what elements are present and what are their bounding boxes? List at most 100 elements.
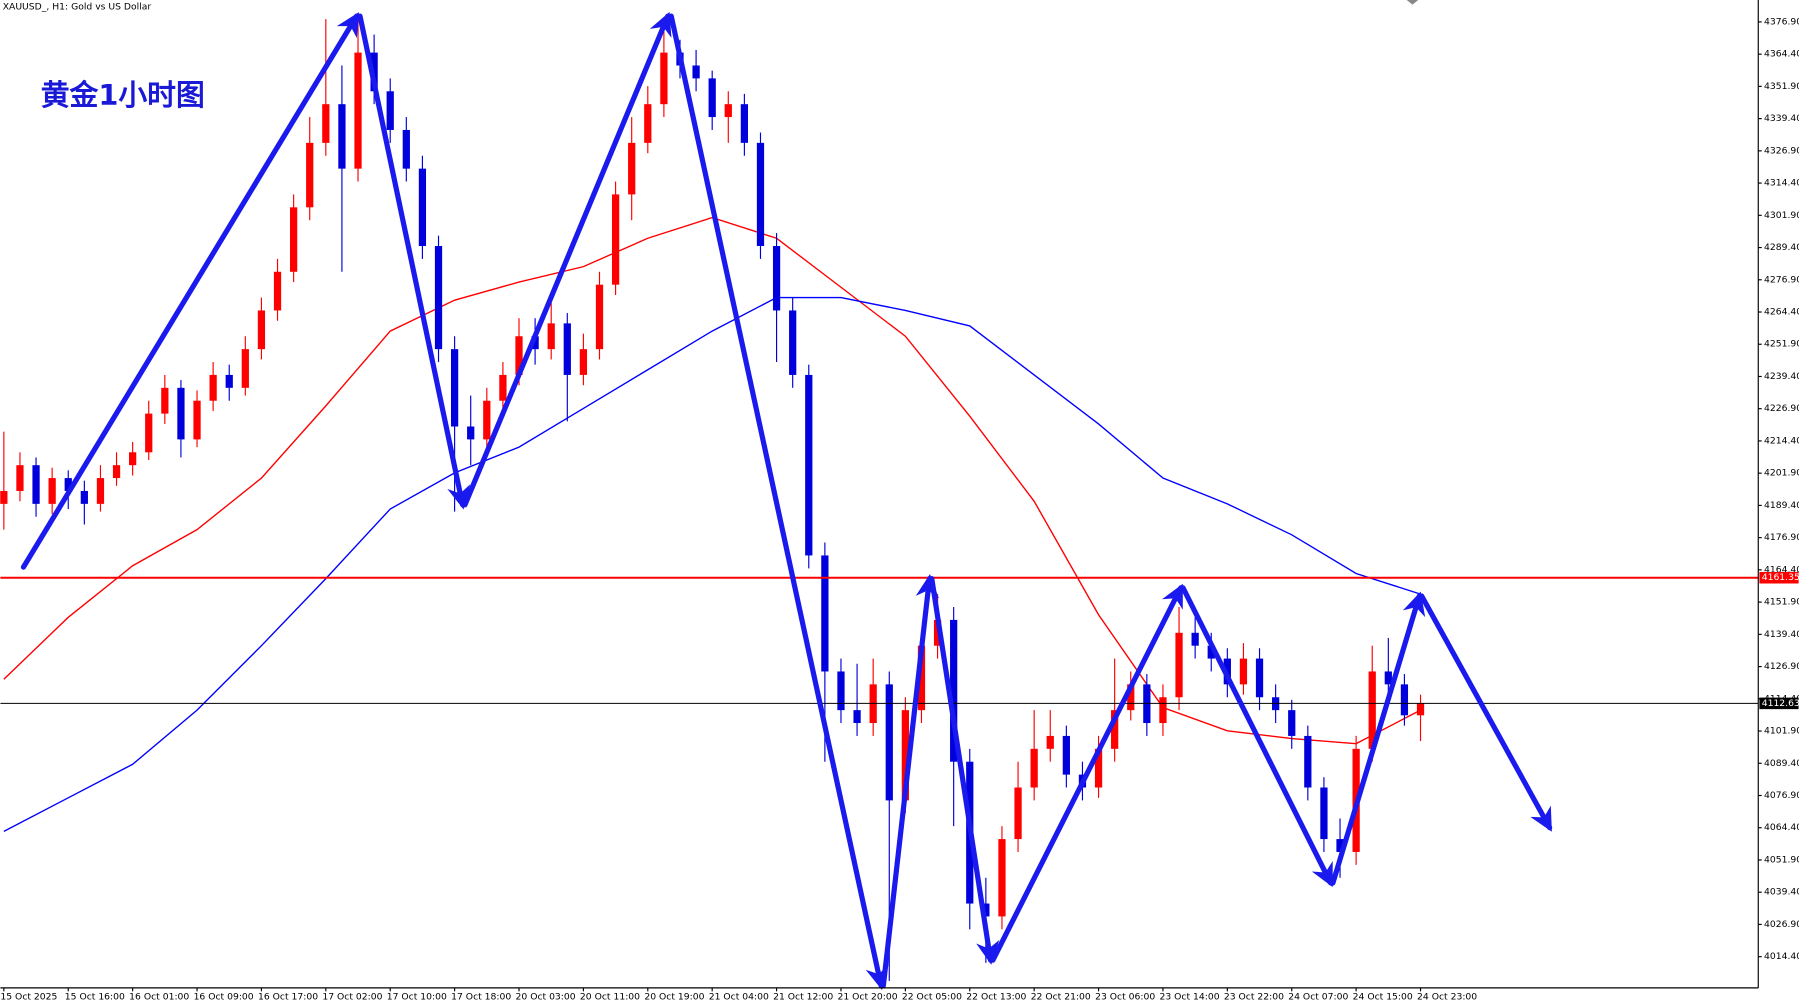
candle-body — [1207, 645, 1215, 659]
candle-body — [177, 387, 185, 440]
annotation: 黄金1小时图 — [41, 78, 205, 112]
x-tick-label: 23 Oct 06:00 — [1095, 992, 1155, 1003]
y-tick-label: 4089.40 — [1764, 758, 1799, 769]
candle-body — [1046, 735, 1054, 749]
candle-body — [1384, 671, 1392, 685]
candle-body — [1304, 735, 1312, 788]
candle-body — [1175, 632, 1183, 698]
y-tick-label: 4376.90 — [1764, 16, 1799, 27]
y-tick-label: 4064.40 — [1764, 822, 1799, 833]
candle-body — [96, 478, 105, 504]
x-tick-label: 17 Oct 10:00 — [387, 992, 447, 1003]
candle-body — [1288, 710, 1296, 736]
candle-body — [450, 349, 459, 427]
arrow — [357, 13, 471, 510]
candle-body — [418, 168, 427, 246]
candle-body — [225, 374, 233, 388]
candle-body — [772, 245, 781, 311]
x-tick-label: 20 Oct 19:00 — [644, 992, 704, 1003]
candle-body — [112, 465, 121, 479]
candle-body — [563, 323, 571, 375]
arrow — [668, 13, 889, 991]
candle-body — [515, 336, 523, 375]
y-tick-label: 4264.40 — [1764, 307, 1799, 318]
candle-body — [998, 839, 1006, 917]
candle-body — [1159, 697, 1167, 724]
candle-body — [837, 671, 845, 711]
y-tick-label: 4226.90 — [1764, 403, 1799, 414]
price-label-box — [1759, 697, 1799, 710]
y-tick-label: 4014.40 — [1764, 951, 1799, 962]
x-tick-label: 17 Oct 02:00 — [322, 992, 382, 1003]
candle-body — [1255, 658, 1264, 698]
y-tick-label: 4301.90 — [1764, 210, 1799, 221]
candle-body — [611, 194, 620, 285]
candle-body — [1094, 748, 1103, 788]
candle-body — [805, 374, 813, 556]
candle-body — [0, 490, 8, 504]
candle-body — [595, 284, 604, 350]
candle-body — [499, 374, 507, 401]
candle-body — [48, 478, 56, 504]
y-tick-label: 4176.90 — [1764, 532, 1799, 543]
x-tick-label: 22 Oct 13:00 — [966, 992, 1026, 1003]
candle-body — [354, 52, 362, 169]
candle-body — [531, 336, 539, 350]
candle-body — [1062, 735, 1070, 775]
x-tick-label: 20 Oct 11:00 — [580, 992, 640, 1003]
x-tick-label: 22 Oct 05:00 — [902, 992, 962, 1003]
y-tick-label: 4289.40 — [1764, 242, 1799, 253]
x-tick-label: 16 Oct 17:00 — [258, 992, 318, 1003]
arrow — [1180, 585, 1334, 888]
candle-body — [273, 271, 282, 311]
candle-body — [80, 490, 88, 504]
candle-body — [789, 310, 797, 375]
y-tick-label: 4251.90 — [1764, 339, 1799, 350]
y-tick-label: 4339.40 — [1764, 113, 1799, 124]
y-tick-label: 4126.90 — [1764, 661, 1799, 672]
candle-body — [1320, 787, 1328, 840]
candle-body — [209, 374, 217, 401]
trend-arrows — [20, 11, 1553, 991]
candle-body — [241, 349, 249, 388]
candle-body — [660, 52, 668, 105]
candle-body — [16, 465, 24, 491]
candle-body — [1400, 684, 1409, 716]
x-tick-label: 15 Oct 2025 — [0, 992, 57, 1003]
price-label: 4161.35 — [1762, 572, 1799, 583]
candle-body — [434, 245, 443, 350]
candle-body — [901, 710, 909, 801]
y-tick-label: 4314.40 — [1764, 178, 1799, 189]
y-tick-label: 4051.90 — [1764, 854, 1799, 865]
y-tick-label: 4326.90 — [1764, 145, 1799, 156]
candle-body — [885, 684, 893, 801]
y-tick-label: 4101.90 — [1764, 726, 1799, 737]
x-tick-label: 16 Oct 09:00 — [194, 992, 254, 1003]
candle-body — [306, 142, 314, 208]
candle-body — [402, 129, 410, 169]
y-tick-label: 4139.40 — [1764, 629, 1799, 640]
candle-body — [1336, 839, 1344, 852]
candle-body — [257, 310, 266, 350]
x-tick-label: 24 Oct 07:00 — [1288, 992, 1348, 1003]
candle-body — [547, 323, 555, 350]
candle-body — [322, 104, 330, 143]
arrow — [880, 574, 939, 989]
y-tick-label: 4076.90 — [1764, 790, 1799, 801]
candle-body — [853, 710, 861, 724]
moving-average — [3, 296, 1421, 832]
x-tick-label: 24 Oct 15:00 — [1353, 992, 1413, 1003]
candle-body — [1014, 787, 1022, 840]
arrow — [929, 576, 1000, 965]
candle-body — [129, 452, 137, 466]
candle-body — [982, 903, 990, 917]
y-tick-label: 4201.90 — [1764, 468, 1799, 479]
candle-body — [1416, 703, 1425, 716]
candle-body — [1368, 671, 1376, 749]
candle-body — [32, 465, 40, 504]
y-tick-label: 4239.40 — [1764, 371, 1799, 382]
y-tick-label: 4151.90 — [1764, 597, 1799, 608]
candle-body — [724, 104, 732, 118]
x-tick-label: 16 Oct 01:00 — [129, 992, 189, 1003]
